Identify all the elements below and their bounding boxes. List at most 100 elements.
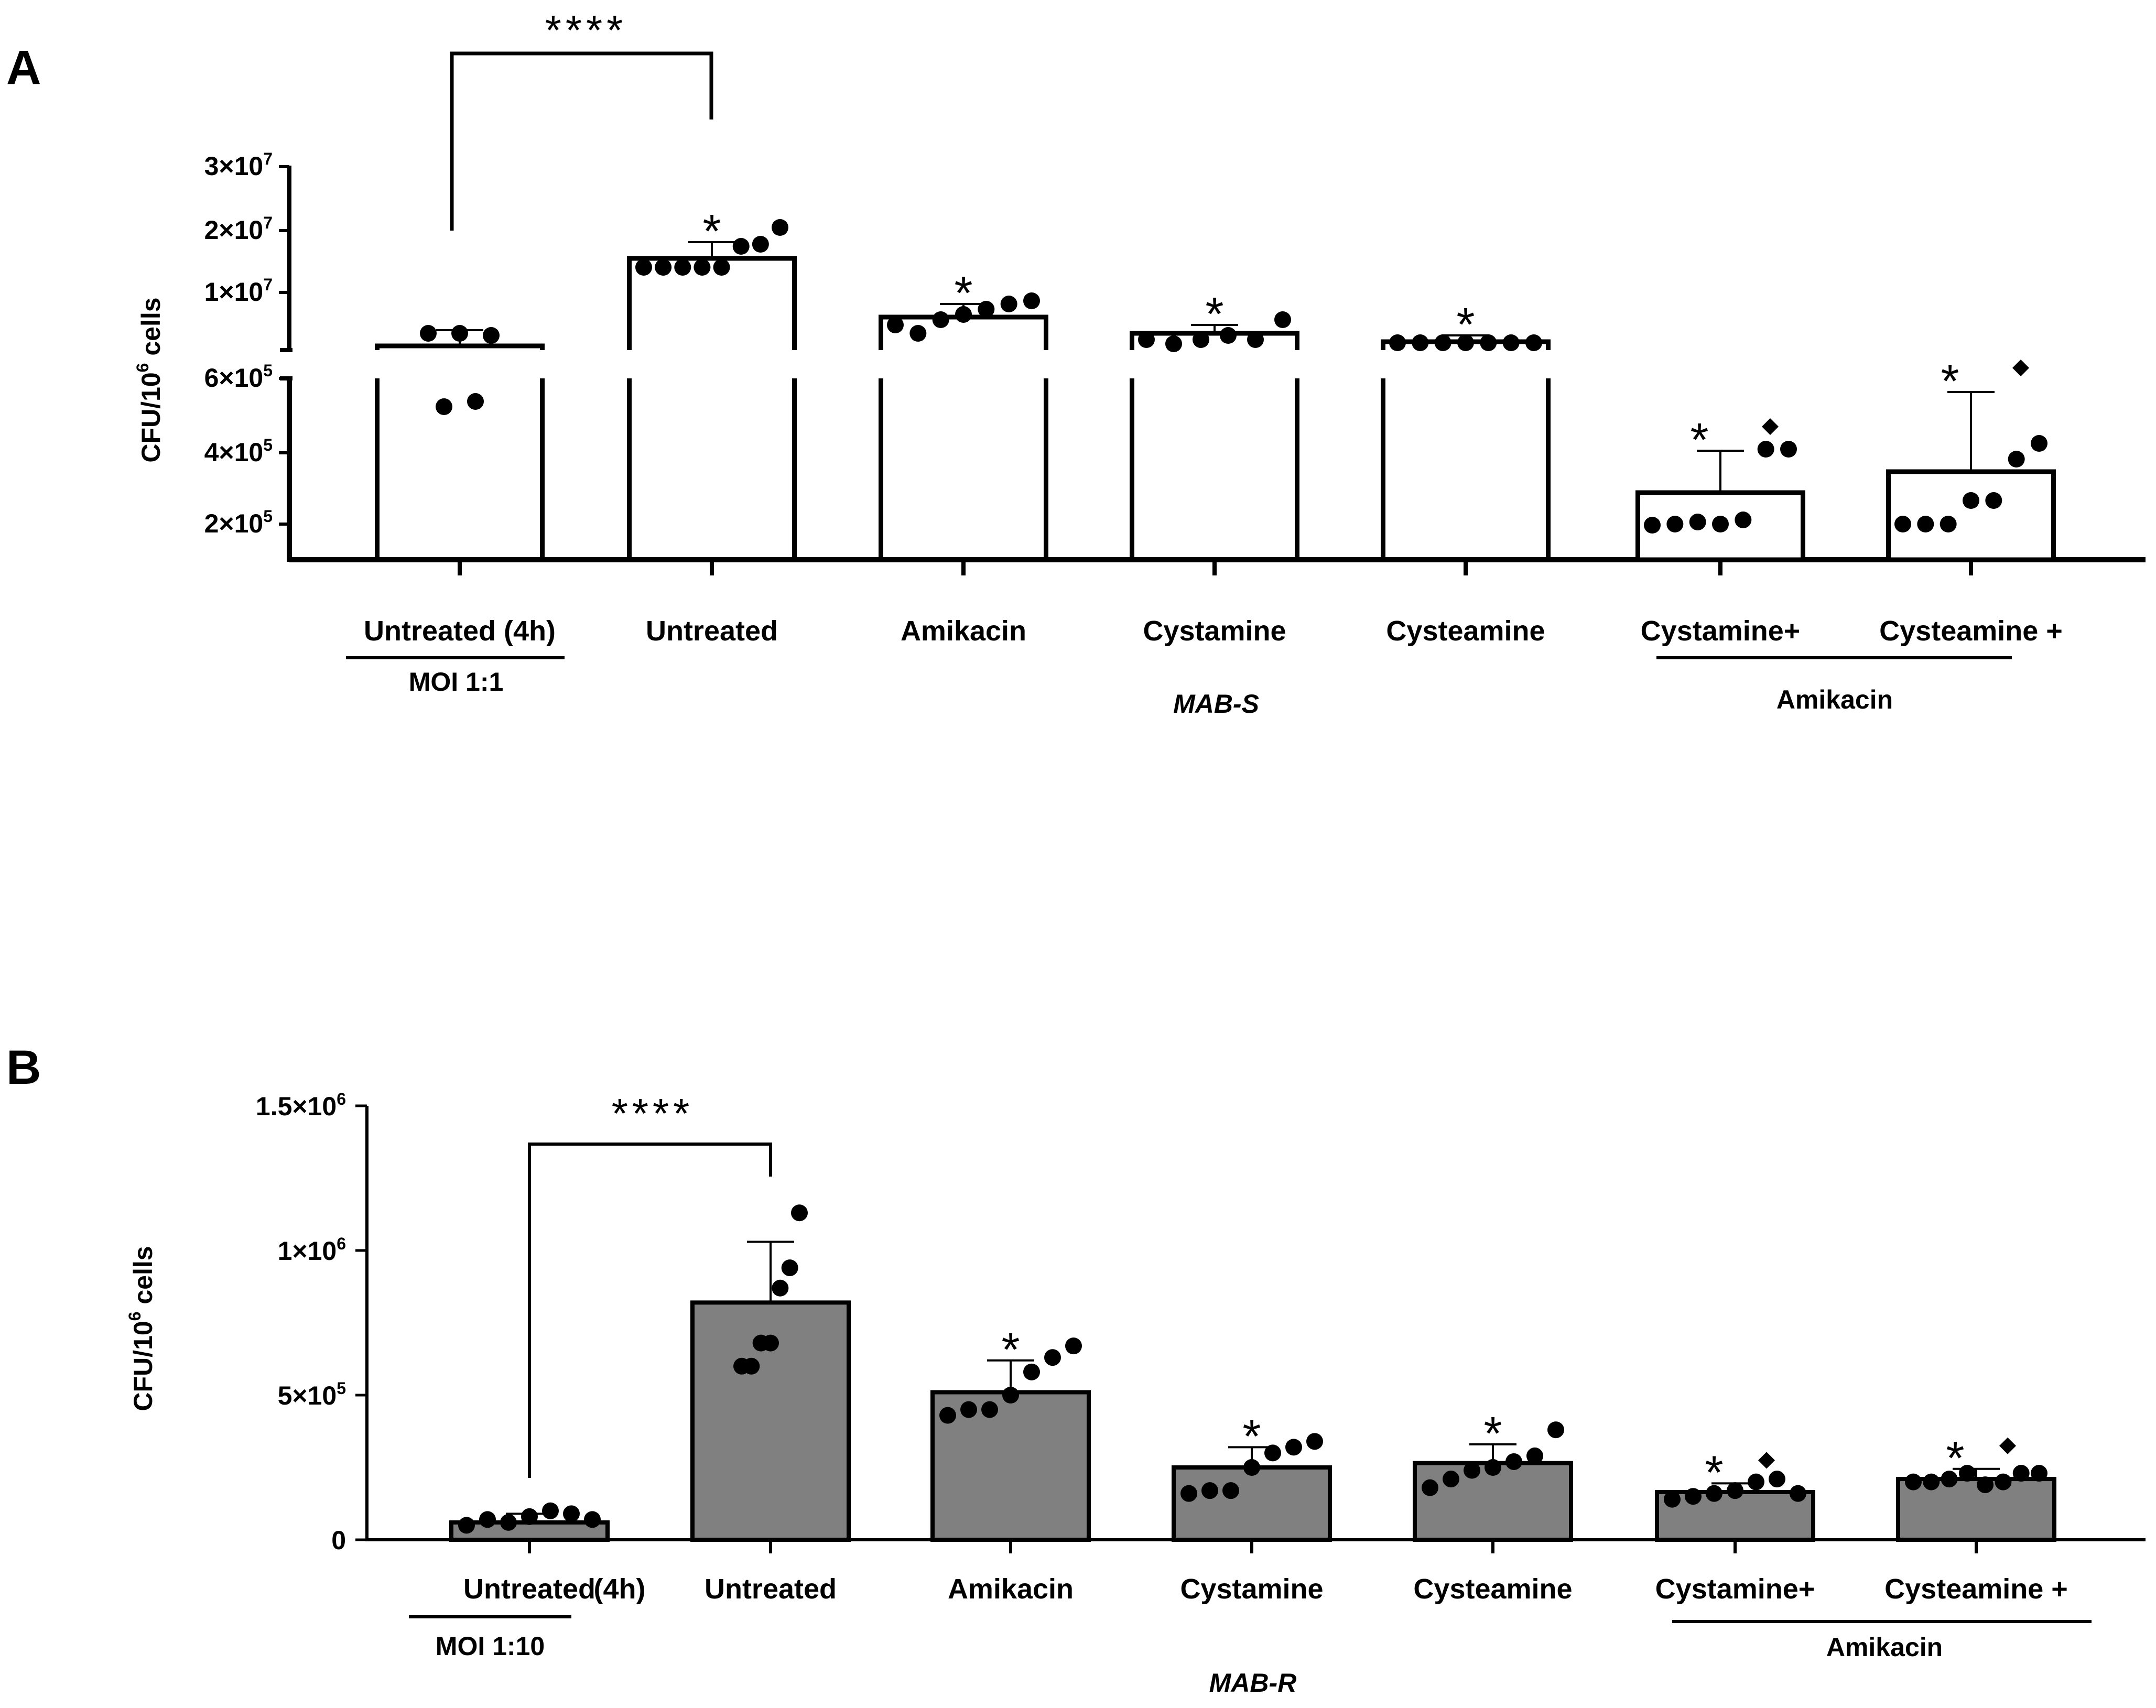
panel-a-data-point [1525, 334, 1542, 351]
panel-b-data-point [1306, 1433, 1323, 1450]
panel-b-data-point [1180, 1485, 1197, 1502]
panel-a-diamond-marker [1762, 418, 1779, 435]
panel-a-data-point [1644, 517, 1661, 534]
panel-a-moi-label: MOI 1:1 [409, 667, 504, 697]
panel-a-data-point [1193, 331, 1209, 348]
panel-b-data-point [791, 1204, 808, 1222]
panel-a-data-point [909, 325, 927, 342]
panel-a-significance-bracket: **** [450, 7, 713, 231]
panel-b-bracket-label: **** [612, 1090, 694, 1137]
panel-b-significance-star: * [1705, 1446, 1723, 1499]
panel-a-data-point [1689, 514, 1706, 530]
panel-b-data-point [1547, 1421, 1564, 1439]
panel-a-axes: 2×105 4×105 6×105 1×107 2×107 3×107 [204, 149, 2146, 575]
panel-a-data-point [1963, 492, 1979, 509]
panel-b-category-label: Amikacin [948, 1573, 1074, 1605]
panel-b-data-point [1222, 1482, 1239, 1499]
panel-b-bar [1896, 1477, 2056, 1542]
panel-b-data-point [584, 1511, 601, 1528]
panel-a-significance-star: * [702, 205, 721, 258]
panel-a-data-point [1412, 334, 1429, 351]
panel-b-y-tick-label: 5×105 [278, 1379, 346, 1410]
panel-b-significance-star: * [1946, 1432, 1964, 1485]
panel-a-data-point [1000, 296, 1017, 312]
panel-b-data-point [1505, 1453, 1522, 1470]
panel-b-data-point [1044, 1349, 1061, 1366]
panel-b-y-tick-label: 1.5×106 [256, 1090, 346, 1121]
panel-a-bar-lower-part [1381, 378, 1551, 560]
panel-b-bar [1172, 1465, 1332, 1542]
panel-b-strain-label: MAB-R [1209, 1668, 1297, 1698]
panel-a-data-point [1894, 516, 1911, 532]
panel-b-data-point [1727, 1482, 1743, 1499]
panel-a-data-point [451, 325, 468, 342]
panel-a-data-point [887, 317, 904, 333]
panel-b-data-point [500, 1514, 517, 1531]
panel-a-bar-group: * [1886, 355, 2056, 562]
panel-b-bar [1413, 1461, 1573, 1542]
panel-b-data-point [1285, 1439, 1302, 1456]
panel-b-bar-group: * [930, 1324, 1091, 1542]
panel-a-data-point [674, 259, 691, 276]
panel-a-category-label: Untreated [646, 615, 778, 647]
panel-a-data-point [1247, 331, 1264, 348]
panel-a-data-point [1165, 335, 1182, 352]
panel-a-data-point [1735, 512, 1752, 528]
panel-a-data-point [1985, 492, 2002, 509]
panel-b-data-point [1769, 1471, 1785, 1488]
panel-b-data-point [1790, 1485, 1806, 1502]
panel-b-data-point [1023, 1363, 1040, 1380]
panel-b-category-label: Cystamine+ [1655, 1573, 1815, 1605]
panel-b-data-point [542, 1502, 559, 1519]
panel-b-data-point [479, 1511, 496, 1528]
panel-b-data-point [1685, 1488, 1702, 1505]
panel-a-data-point [1666, 516, 1684, 532]
panel-b-category-label: Untreated [705, 1573, 837, 1605]
panel-a-data-point [1480, 334, 1497, 351]
panel-b-bars: ** ** ***** [449, 1090, 2056, 1542]
panel-a-data-point [1220, 327, 1237, 344]
panel-b-y-axis-label: CFU/106 cells [125, 1246, 158, 1411]
panel-b-data-point [1526, 1447, 1543, 1464]
panel-a-data-point [732, 238, 750, 255]
panel-b-data-point [1065, 1337, 1082, 1355]
panel-b-bar-group: * [1413, 1408, 1573, 1542]
panel-a-data-point [713, 259, 730, 276]
panel-b-data-point [1485, 1459, 1501, 1476]
panel-a-category-label: Amikacin [901, 615, 1026, 647]
panel-b-data-point [1264, 1444, 1281, 1462]
panel-b-significance-bracket: **** [528, 1090, 772, 1478]
panel-a-bar-group: * [1635, 414, 1805, 562]
panel-b-data-point [1958, 1465, 1976, 1482]
panel-a-data-point [1940, 516, 1957, 532]
panel-a-significance-star: * [954, 267, 972, 320]
panel-a-data-point [978, 301, 995, 318]
panel-b-data-point [1664, 1491, 1681, 1508]
panel-b-data-point [1941, 1471, 1958, 1488]
panel-a-data-point [1138, 331, 1155, 348]
panel-a-y-axis-label: CFU/106 cells [133, 297, 166, 462]
panel-a-bar-lower-part [1130, 378, 1299, 560]
panel-b-data-point [1422, 1479, 1438, 1496]
panel-b-data-point [1201, 1482, 1218, 1499]
panel-a-data-point [483, 327, 500, 344]
panel-b-data-point [2012, 1465, 2030, 1482]
panel-a-data-point [1457, 334, 1474, 351]
panel-a-data-point [655, 259, 672, 276]
panel-b-data-point [1443, 1471, 1459, 1488]
panel-a-y-tick-label: 6×105 [204, 361, 273, 393]
panel-a-data-point [436, 398, 452, 415]
panel-a-data-point [772, 219, 788, 236]
panel-a-letter: A [6, 41, 41, 94]
panel-a-bar-lower-part [879, 378, 1048, 560]
panel-a-data-point [2008, 451, 2025, 467]
panel-a-significance-star: * [1941, 355, 1959, 408]
panel-a-data-point [1917, 516, 1934, 532]
panel-b-data-point [1706, 1485, 1722, 1502]
panel-b-data-point [1905, 1473, 1922, 1491]
panel-b-bar-group: * [1655, 1446, 1815, 1542]
panel-b-combo-label: Amikacin [1826, 1633, 1943, 1662]
panel-b-data-point [1002, 1387, 1019, 1404]
